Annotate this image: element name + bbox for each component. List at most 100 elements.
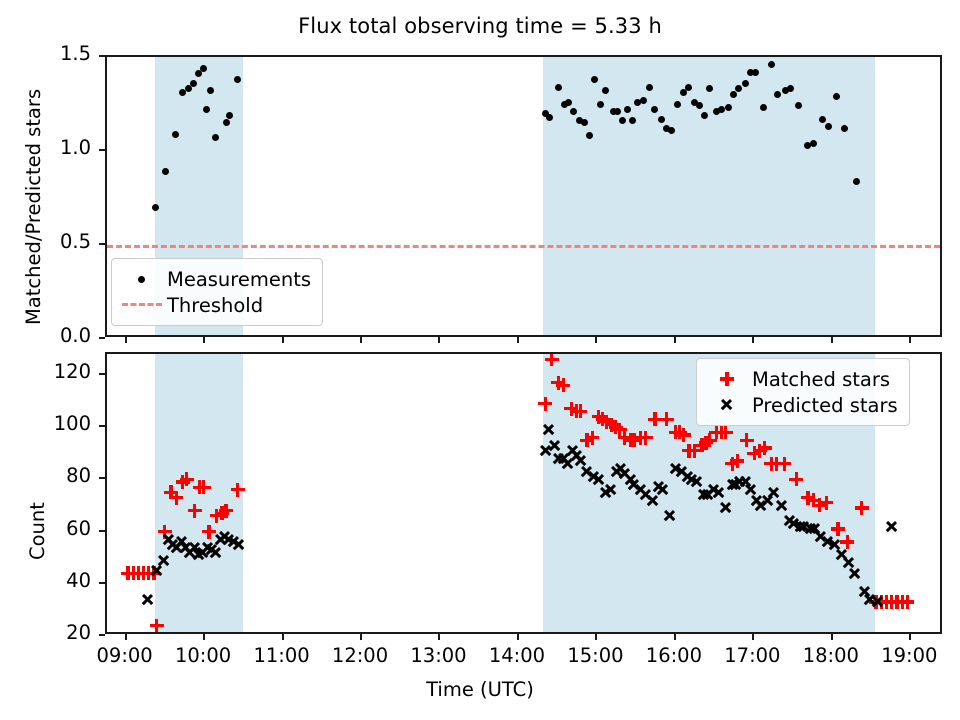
data-point bbox=[695, 102, 703, 110]
data-point bbox=[651, 106, 659, 114]
data-point bbox=[673, 100, 681, 108]
x-tick-mark bbox=[438, 634, 441, 640]
x-tick-mark bbox=[360, 337, 363, 343]
data-point bbox=[795, 102, 803, 110]
x-tick-label: 15:00 bbox=[567, 644, 624, 667]
data-point bbox=[189, 79, 197, 87]
y-tick-mark bbox=[99, 337, 105, 339]
data-point bbox=[774, 91, 782, 99]
data-point bbox=[818, 115, 826, 123]
data-point bbox=[760, 104, 768, 112]
y-tick-mark bbox=[99, 243, 105, 245]
y-tick-mark bbox=[99, 634, 105, 636]
legend-label-threshold: Threshold bbox=[167, 293, 264, 317]
y-tick-mark bbox=[99, 529, 105, 532]
data-point bbox=[171, 130, 179, 138]
data-point bbox=[131, 336, 138, 338]
data-point bbox=[668, 126, 676, 134]
data-point bbox=[618, 117, 626, 125]
data-point bbox=[200, 64, 208, 72]
data-point bbox=[767, 61, 775, 69]
data-point bbox=[580, 119, 588, 127]
data-point bbox=[561, 100, 569, 108]
x-tick-mark bbox=[909, 337, 912, 343]
x-tick-label: 14:00 bbox=[488, 644, 546, 667]
data-point bbox=[629, 117, 637, 125]
x-tick-mark bbox=[673, 634, 676, 640]
y-tick-label: 0.0 bbox=[59, 324, 91, 347]
data-point bbox=[136, 336, 143, 338]
x-tick-mark bbox=[595, 337, 598, 343]
y-tick-label: 20 bbox=[66, 621, 91, 644]
x-tick-label: 19:00 bbox=[881, 644, 938, 667]
data-point bbox=[901, 336, 908, 338]
data-point bbox=[179, 89, 187, 97]
data-point bbox=[882, 336, 889, 338]
data-point bbox=[752, 68, 760, 76]
y-tick-mark bbox=[99, 372, 105, 375]
legend-label-measurements: Measurements bbox=[167, 267, 312, 291]
x-tick-mark bbox=[203, 337, 206, 343]
data-point bbox=[787, 85, 795, 93]
data-point bbox=[888, 336, 895, 338]
x-tick-mark bbox=[595, 634, 598, 640]
data-point bbox=[202, 106, 210, 114]
legend-item-matched-stars: Matched stars bbox=[706, 366, 898, 392]
data-point bbox=[735, 85, 743, 93]
shaded-region-2 bbox=[542, 57, 875, 335]
legend-item-predicted-stars: Predicted stars bbox=[706, 392, 898, 418]
data-point bbox=[586, 132, 594, 140]
y-tick-label: 1.5 bbox=[59, 42, 91, 65]
data-point bbox=[212, 134, 220, 142]
plus-marker-icon bbox=[706, 369, 748, 389]
x-tick-mark bbox=[203, 634, 206, 640]
data-point bbox=[701, 111, 709, 119]
data-point bbox=[718, 106, 726, 114]
data-point bbox=[833, 92, 841, 100]
top-legend: Measurements Threshold bbox=[111, 258, 324, 326]
cross-marker-icon bbox=[706, 395, 748, 415]
data-point bbox=[680, 89, 688, 97]
x-tick-label: 12:00 bbox=[331, 644, 389, 667]
x-tick-mark bbox=[124, 337, 127, 343]
data-point bbox=[570, 108, 578, 116]
data-point bbox=[613, 108, 621, 116]
x-tick-label: 11:00 bbox=[253, 644, 310, 667]
y-tick-mark bbox=[99, 55, 105, 57]
data-point bbox=[609, 108, 617, 116]
legend-item-threshold: Threshold bbox=[121, 292, 311, 318]
x-tick-mark bbox=[673, 337, 676, 343]
x-tick-mark bbox=[752, 634, 755, 640]
data-point bbox=[141, 336, 148, 338]
data-point bbox=[596, 100, 604, 108]
data-point bbox=[663, 124, 671, 132]
data-point bbox=[126, 336, 133, 338]
x-tick-label: 18:00 bbox=[802, 644, 859, 667]
x-tick-mark bbox=[909, 634, 912, 640]
x-tick-mark bbox=[752, 337, 755, 343]
y-tick-label: 100 bbox=[53, 412, 91, 436]
x-tick-mark bbox=[438, 337, 441, 343]
data-point bbox=[624, 106, 631, 114]
x-tick-mark bbox=[516, 634, 519, 640]
dot-marker-icon bbox=[121, 269, 163, 289]
y-tick-label: 120 bbox=[53, 359, 91, 383]
x-tick-mark bbox=[830, 337, 833, 343]
data-point bbox=[541, 109, 549, 117]
legend-item-measurements: Measurements bbox=[121, 266, 311, 292]
x-tick-mark bbox=[281, 337, 284, 343]
x-tick-mark bbox=[281, 634, 284, 640]
data-point bbox=[712, 108, 720, 116]
data-point bbox=[685, 83, 693, 91]
x-axis-label: Time (UTC) bbox=[426, 678, 534, 701]
y-tick-mark bbox=[99, 149, 105, 151]
x-tick-label: 09:00 bbox=[96, 644, 153, 667]
y-tick-label: 0.5 bbox=[59, 230, 91, 253]
x-tick-mark bbox=[360, 634, 363, 640]
data-point bbox=[852, 177, 860, 185]
bottom-y-axis-label: Count bbox=[26, 502, 49, 560]
data-point bbox=[746, 68, 754, 76]
page-title: Flux total observing time = 5.33 h bbox=[298, 14, 662, 38]
data-point bbox=[565, 98, 573, 106]
data-point bbox=[809, 139, 817, 147]
